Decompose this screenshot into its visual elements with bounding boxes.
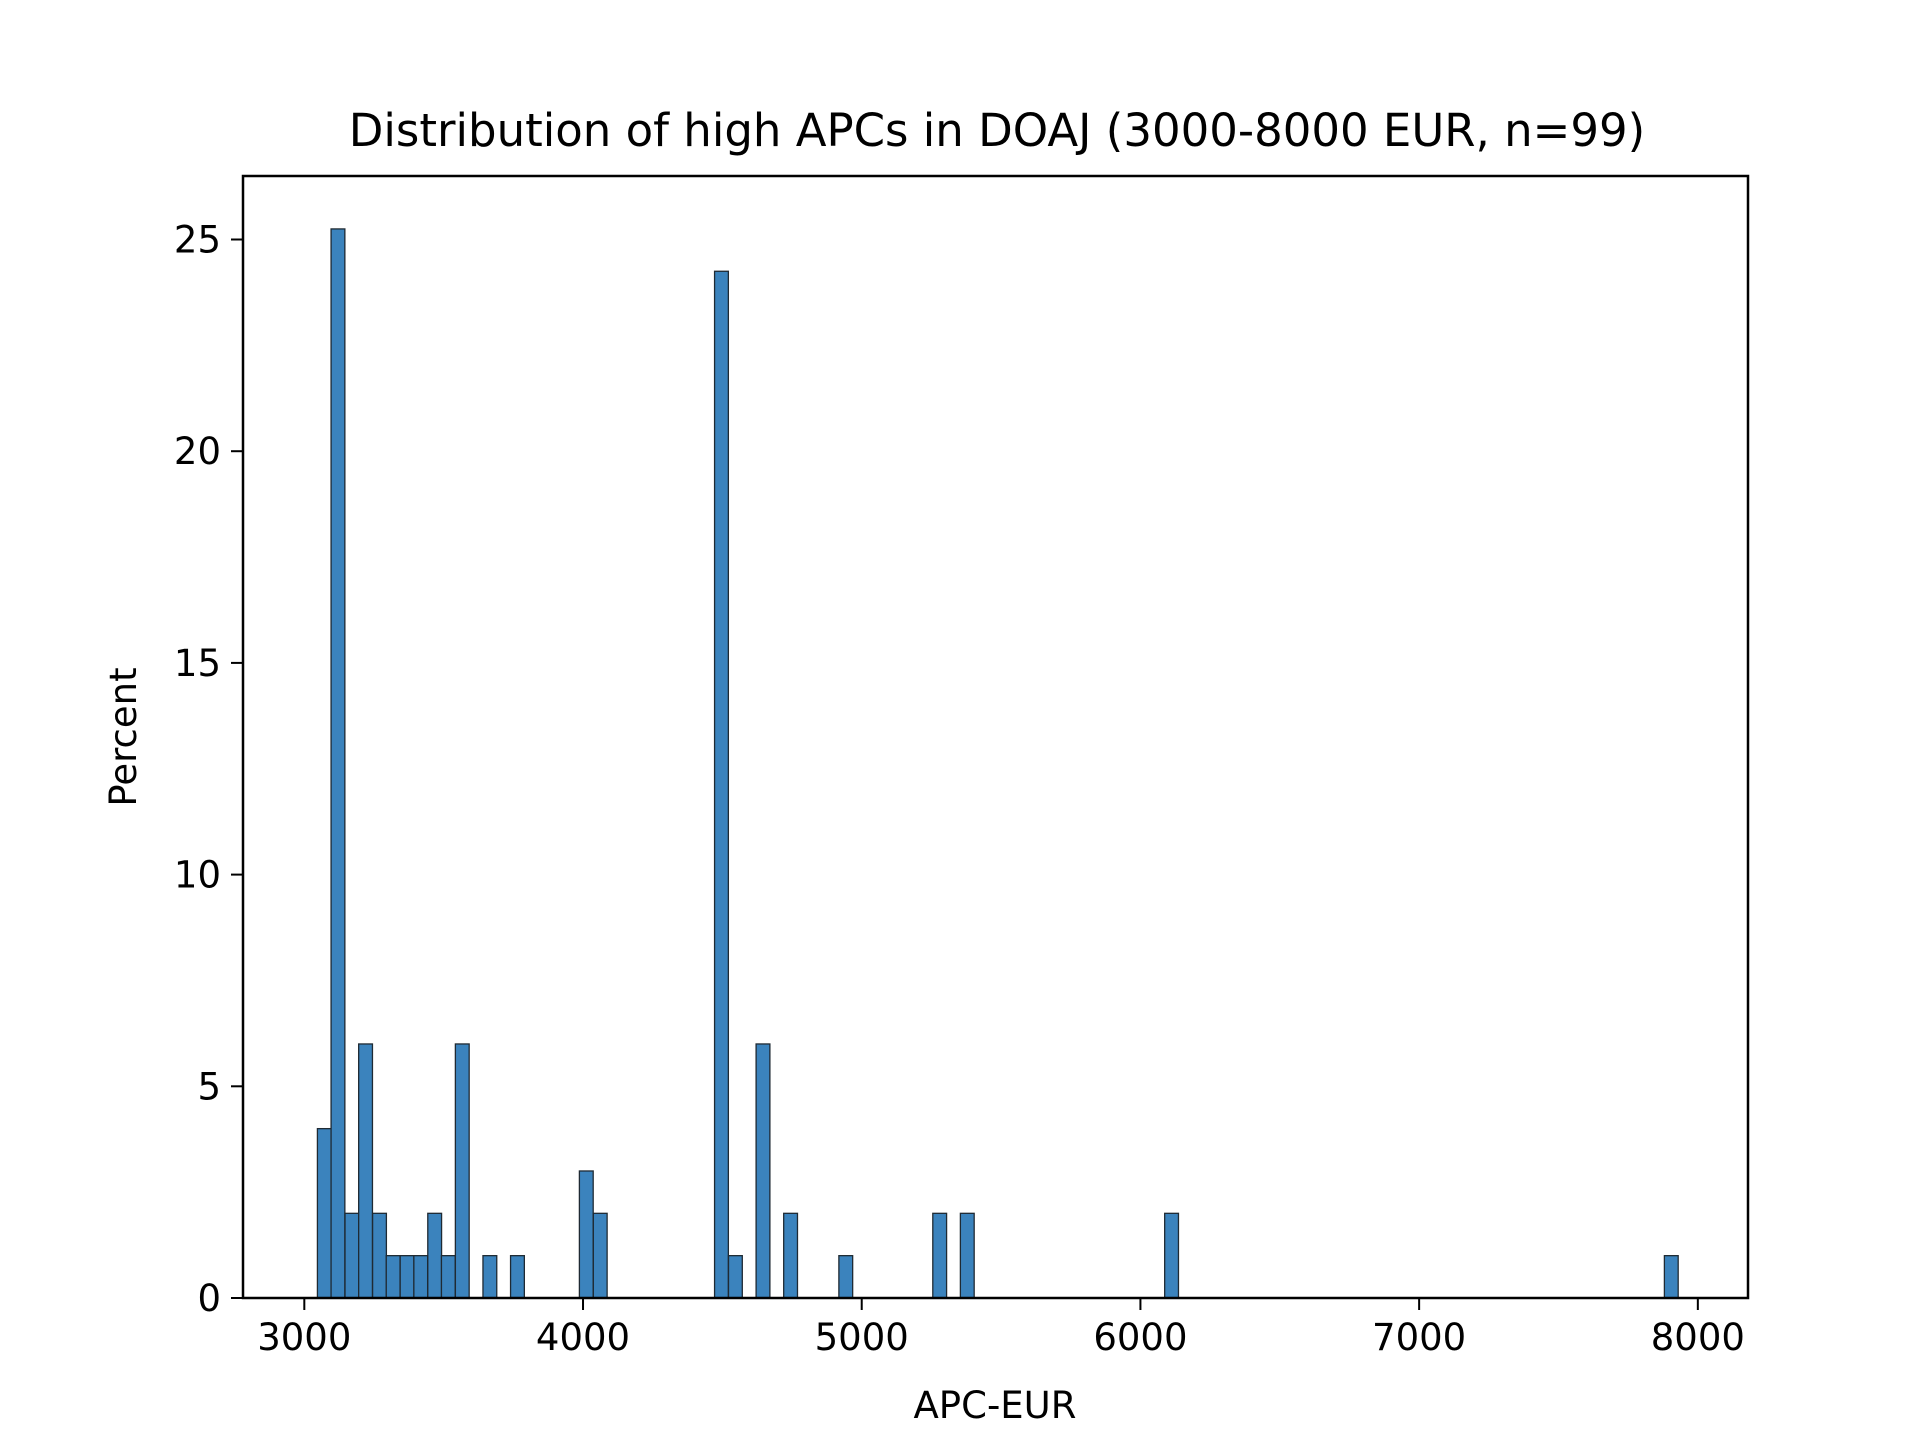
x-tick-label-8000: 8000: [1651, 1316, 1745, 1359]
y-axis-title: Percent: [102, 667, 145, 806]
bars-group: [316, 228, 1679, 1299]
y-tick-label-20: 20: [174, 430, 221, 473]
histogram-bar-14: [578, 1170, 594, 1299]
histogram-bar-1: [316, 1127, 332, 1299]
histogram-bar-22: [959, 1212, 975, 1299]
histogram-bar-17: [727, 1255, 743, 1299]
x-axis-title: APC-EUR: [914, 1384, 1077, 1427]
x-tick-label-7000: 7000: [1372, 1316, 1466, 1359]
histogram-bar-6: [385, 1255, 401, 1299]
x-tick-label-5000: 5000: [815, 1316, 909, 1359]
plot-area-frame: [241, 174, 1750, 1300]
histogram-bar-9: [427, 1212, 443, 1299]
histogram-bar-13: [509, 1255, 526, 1299]
y-tick-label-15: 15: [174, 642, 221, 685]
y-axis-ticks: 0 5 10 15 20 25: [174, 219, 243, 1320]
x-axis-ticks: 3000 4000 5000 6000 7000 8000: [257, 1298, 1745, 1359]
histogram-bar-19: [783, 1212, 799, 1299]
x-tick-label-6000: 6000: [1093, 1316, 1187, 1359]
histogram-bar-12: [482, 1255, 498, 1299]
histogram-bar-4: [358, 1043, 374, 1299]
y-tick-label-10: 10: [174, 854, 221, 897]
histogram-bar-2: [330, 228, 346, 1299]
histogram-bar-20: [838, 1255, 854, 1299]
x-tick-label-3000: 3000: [257, 1316, 351, 1359]
histogram-bar-18: [755, 1043, 771, 1299]
chart-title: Distribution of high APCs in DOAJ (3000-…: [349, 104, 1645, 157]
histogram-bar-10: [440, 1255, 456, 1299]
histogram-bar-5: [371, 1212, 388, 1299]
y-tick-label-0: 0: [197, 1277, 221, 1320]
histogram-bar-8: [413, 1255, 429, 1299]
histogram-bar-7: [399, 1255, 415, 1299]
x-tick-label-4000: 4000: [536, 1316, 630, 1359]
histogram-bar-3: [344, 1212, 360, 1299]
y-tick-label-5: 5: [197, 1065, 221, 1108]
histogram-bar-23: [1164, 1212, 1180, 1299]
histogram-bar-16: [713, 270, 730, 1299]
histogram-bar-11: [454, 1043, 470, 1299]
histogram-bar-24: [1663, 1255, 1679, 1299]
y-tick-label-25: 25: [174, 219, 221, 262]
histogram-bar-15: [592, 1212, 608, 1299]
histogram-bar-21: [932, 1212, 948, 1299]
